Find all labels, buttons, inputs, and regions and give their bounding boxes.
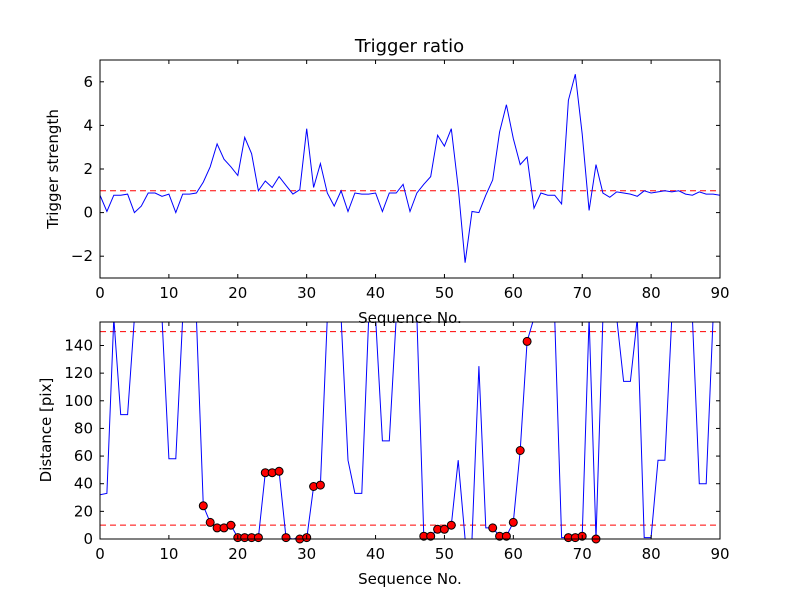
data-point-marker: [501, 531, 511, 541]
data-point-marker: [522, 336, 532, 346]
x-tick-label: 90: [710, 284, 729, 302]
x-tick-label: 0: [95, 545, 105, 563]
x-tick-label: 40: [366, 284, 385, 302]
x-tick-label: 50: [435, 545, 454, 563]
series-group: [100, 322, 714, 539]
x-tick-label: 70: [573, 284, 592, 302]
y-tick-label: 0: [83, 530, 93, 548]
data-point-marker: [426, 531, 436, 541]
x-axis-ticks: 0 10 20 30 40 50 60 70 80 90: [95, 322, 730, 563]
x-tick-label: 0: [95, 284, 105, 302]
marker-group: [198, 336, 601, 544]
x-axis-label: Sequence No.: [358, 570, 462, 588]
y-tick-label: 20: [74, 502, 93, 520]
plot-area-frame: [99, 321, 721, 540]
x-tick-label: 10: [159, 545, 178, 563]
y-axis-ticks: −2 0 2 4 6: [71, 73, 720, 265]
x-tick-label: 30: [297, 284, 316, 302]
y-tick-label: 120: [64, 364, 93, 382]
data-point-marker: [446, 520, 456, 530]
x-tick-label: 70: [573, 545, 592, 563]
data-point-marker: [198, 501, 208, 511]
x-axis-label: Sequence No.: [358, 309, 462, 327]
x-tick-label: 20: [228, 284, 247, 302]
y-tick-label: −2: [71, 247, 93, 265]
data-point-marker: [439, 524, 449, 534]
y-tick-label: 4: [83, 116, 93, 134]
data-point-marker: [508, 517, 518, 527]
chart-title: Trigger ratio: [354, 36, 464, 57]
x-tick-label: 90: [710, 545, 729, 563]
data-point-marker: [274, 466, 284, 476]
trigger-ratio-chart: Trigger ratio 0 10 20 30 40 50 60 70 80 90 −2 0 2 4 6…: [44, 36, 730, 327]
x-tick-label: 60: [504, 284, 523, 302]
x-tick-label: 50: [435, 284, 454, 302]
data-point-marker: [488, 523, 498, 533]
x-tick-label: 60: [504, 545, 523, 563]
data-point-marker: [515, 446, 525, 455]
threshold-lines: [100, 331, 720, 526]
x-tick-label: 80: [642, 545, 661, 563]
y-tick-label: 40: [74, 475, 93, 493]
x-tick-label: 10: [159, 284, 178, 302]
x-axis-ticks: 0 10 20 30 40 50 60 70 80 90: [95, 60, 730, 302]
y-axis-label: Trigger strength: [44, 109, 62, 230]
y-tick-label: 100: [64, 392, 93, 410]
data-point-marker: [315, 480, 325, 490]
y-tick-label: 140: [64, 336, 93, 354]
y-axis-label: Distance [pix]: [37, 378, 55, 483]
x-tick-label: 80: [642, 284, 661, 302]
data-point-marker: [253, 533, 263, 543]
trigger-strength-line: [100, 74, 720, 263]
series-group: [100, 74, 720, 263]
plot-area-frame: [99, 59, 721, 279]
x-tick-label: 30: [297, 545, 316, 563]
data-point-marker: [205, 517, 215, 527]
y-tick-label: 6: [83, 73, 93, 91]
y-tick-label: 80: [74, 419, 93, 437]
data-point-marker: [281, 533, 291, 543]
distance-line: [100, 322, 714, 539]
x-tick-label: 20: [228, 545, 247, 563]
y-axis-ticks: 0 20 40 60 80 100 120 140: [64, 336, 720, 548]
y-tick-label: 2: [83, 160, 93, 178]
y-tick-label: 60: [74, 447, 93, 465]
data-point-marker: [226, 520, 236, 530]
distance-chart: 0 10 20 30 40 50 60 70 80 90 0 20 40 60 80 100 120 140 S…: [37, 321, 730, 588]
x-tick-label: 40: [366, 545, 385, 563]
y-tick-label: 0: [83, 204, 93, 222]
